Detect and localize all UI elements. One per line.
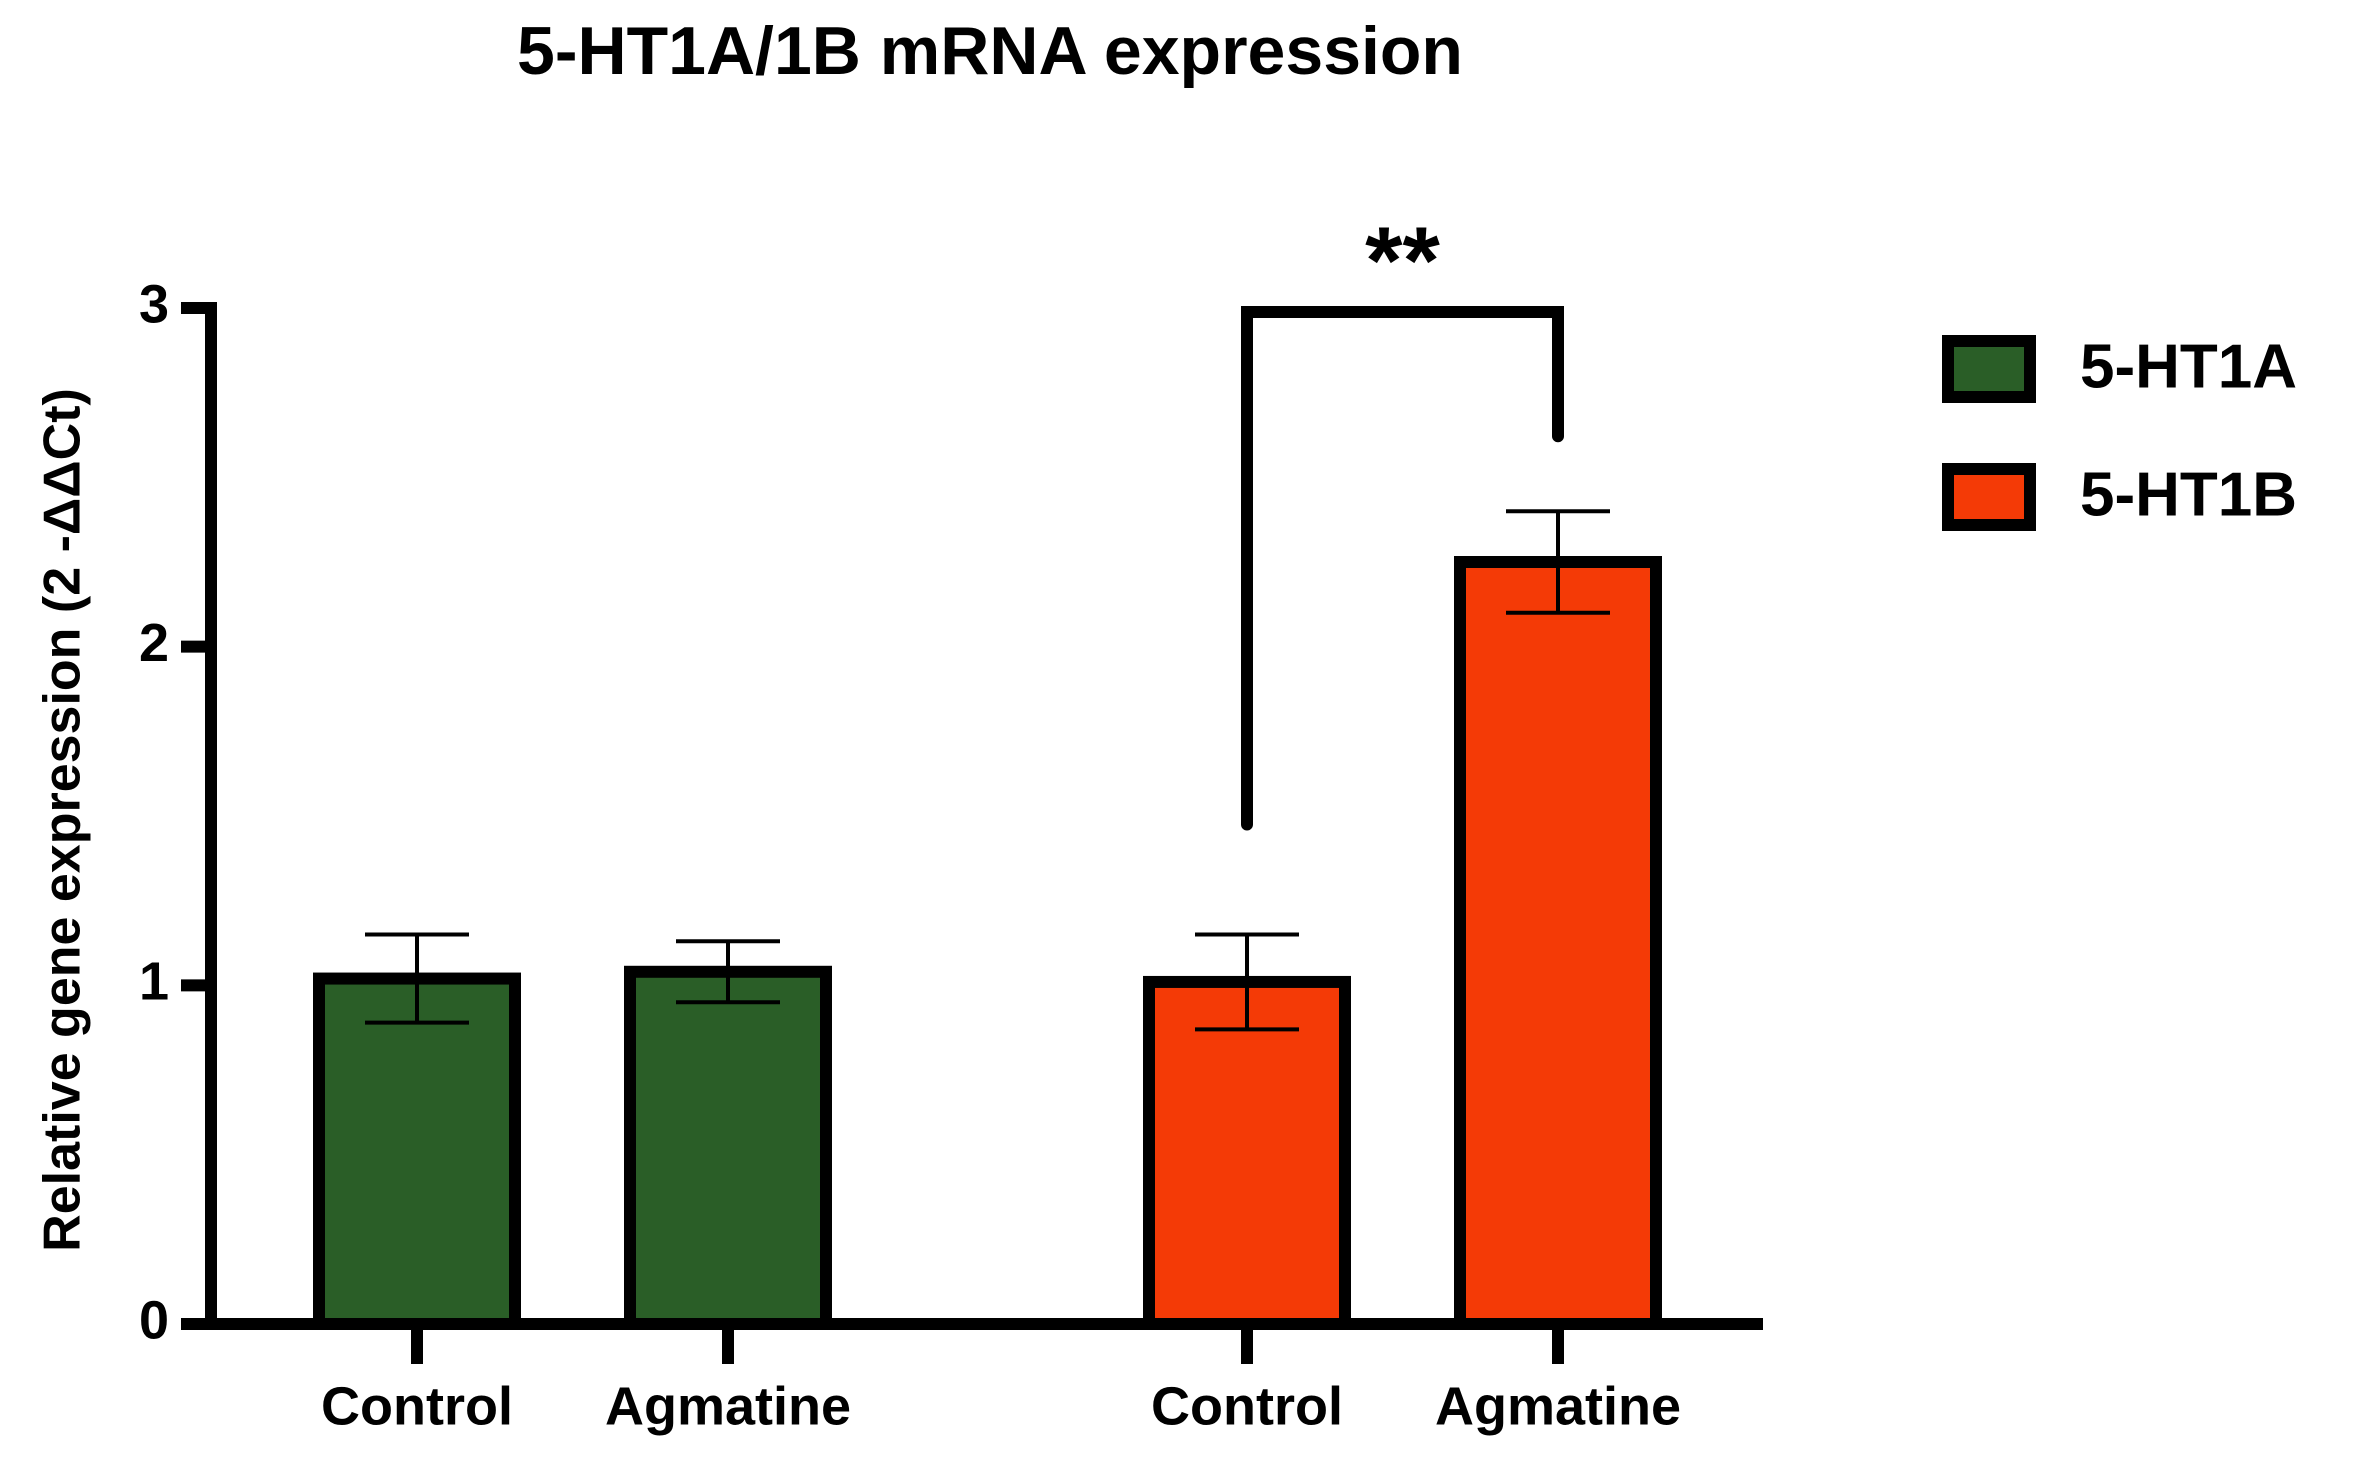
legend-label: 5-HT1B bbox=[2080, 460, 2297, 529]
significance-bracket bbox=[1241, 306, 1564, 831]
error-bar bbox=[1195, 932, 1299, 1032]
y-tick-label: 2 bbox=[139, 613, 169, 673]
bar bbox=[1143, 975, 1351, 1330]
bar bbox=[624, 965, 832, 1331]
x-tick-label: Control bbox=[1151, 1376, 1343, 1436]
x-tick-label: Control bbox=[321, 1376, 513, 1436]
legend-label: 5-HT1A bbox=[2080, 332, 2297, 401]
legend-swatch bbox=[1942, 463, 2036, 531]
legend-swatch bbox=[1942, 335, 2036, 403]
chart-title: 5-HT1A/1B mRNA expression bbox=[517, 13, 1463, 89]
bar bbox=[313, 972, 521, 1330]
y-tick-label: 3 bbox=[139, 274, 169, 334]
x-tick-label: Agmatine bbox=[1435, 1376, 1681, 1436]
x-tick-label: Agmatine bbox=[605, 1376, 851, 1436]
annotation: ** bbox=[1365, 207, 1440, 314]
y-tick-label: 1 bbox=[139, 952, 169, 1012]
y-tick-label: 0 bbox=[139, 1290, 169, 1350]
y-axis-label: Relative gene expression (2 -ΔΔCt) bbox=[34, 388, 92, 1252]
error-bar bbox=[676, 939, 780, 1005]
error-bar bbox=[1506, 509, 1610, 615]
error-bar bbox=[365, 932, 469, 1025]
bar bbox=[1454, 556, 1662, 1330]
